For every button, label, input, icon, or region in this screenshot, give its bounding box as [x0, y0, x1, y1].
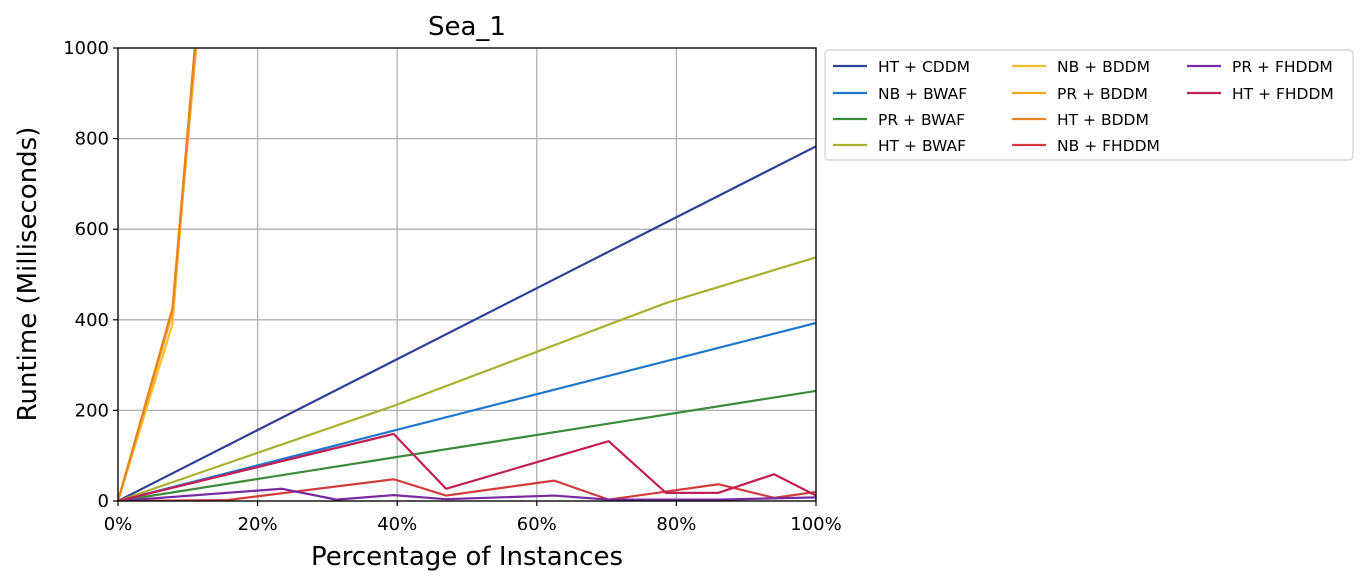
legend-box	[824, 49, 1354, 161]
y-tick-label: 800	[75, 129, 109, 150]
y-tick-label: 400	[75, 310, 109, 331]
series-line-9	[118, 432, 816, 501]
legend-label: NB + FHDDM	[1057, 137, 1160, 155]
x-ticks: 0% 20% 40% 60% 80% 100%	[104, 501, 842, 535]
grid	[117, 47, 817, 502]
y-axis-label: Runtime (Milliseconds)	[13, 127, 43, 422]
legend-label: HT + BDDM	[1057, 111, 1149, 129]
y-tick-label: 0	[98, 491, 109, 512]
series-line-2	[118, 389, 816, 501]
legend: HT + CDDM NB + BWAF PR + BWAF HT + BWAF NB +…	[824, 49, 1354, 161]
y-tick-label: 200	[75, 400, 109, 421]
legend-label: PR + BWAF	[878, 111, 965, 129]
series-line-8	[118, 487, 816, 501]
series-line-0	[118, 145, 816, 501]
legend-label: PR + BDDM	[1057, 85, 1148, 103]
series-line-3	[118, 256, 816, 501]
x-tick-label: 100%	[790, 514, 841, 535]
x-tick-label: 80%	[656, 514, 696, 535]
y-tick-label: 1000	[63, 38, 109, 59]
series-line-4	[118, 48, 196, 501]
x-tick-label: 0%	[104, 514, 133, 535]
legend-label: HT + FHDDM	[1232, 85, 1334, 103]
x-axis-label: Percentage of Instances	[311, 542, 623, 572]
legend-label: PR + FHDDM	[1232, 58, 1333, 76]
series-line-5	[118, 48, 198, 501]
series-line-6	[118, 48, 196, 501]
chart-title: Sea_1	[428, 12, 506, 42]
x-tick-label: 40%	[377, 514, 417, 535]
series-lines	[118, 48, 816, 501]
y-tick-label: 600	[75, 219, 109, 240]
legend-label: NB + BWAF	[878, 85, 967, 103]
y-ticks: 0 200 400 600 800 1000	[63, 38, 118, 512]
legend-label: NB + BDDM	[1057, 58, 1150, 76]
plot-frame	[117, 47, 817, 502]
series-line-1	[118, 321, 816, 501]
series-line-7	[118, 478, 816, 501]
legend-label: HT + CDDM	[878, 58, 970, 76]
legend-label: HT + BWAF	[878, 137, 966, 155]
x-tick-label: 20%	[238, 514, 278, 535]
x-tick-label: 60%	[517, 514, 557, 535]
